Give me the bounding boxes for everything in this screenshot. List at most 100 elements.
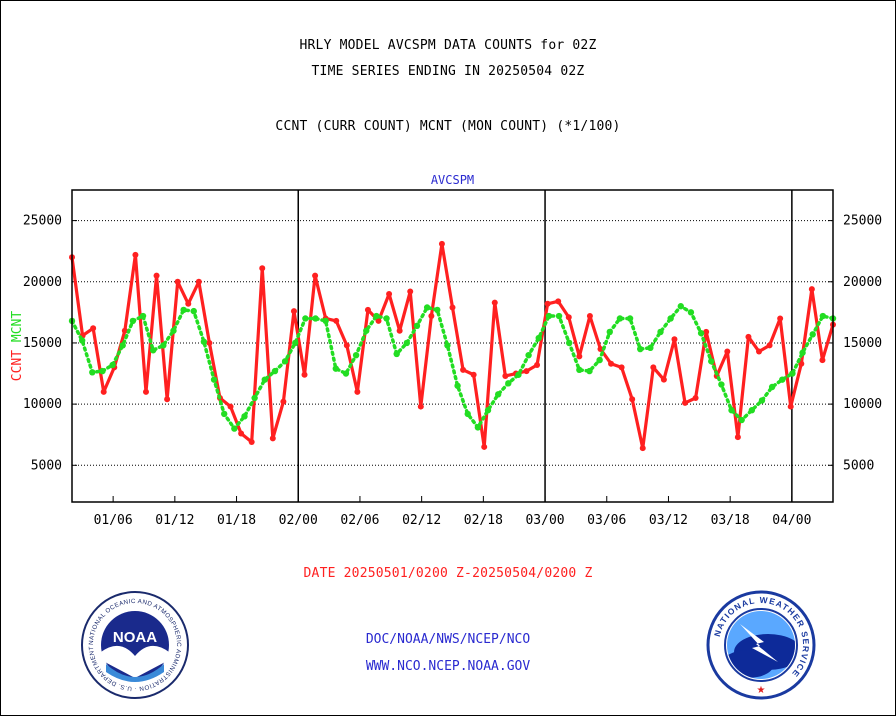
mcnt-point bbox=[78, 337, 86, 344]
svg-text:★: ★ bbox=[757, 685, 766, 696]
mcnt-point bbox=[799, 349, 806, 356]
mcnt-point bbox=[677, 303, 684, 310]
website-url: WWW.NCO.NCEP.NOAA.GOV bbox=[365, 659, 531, 674]
ccnt-point bbox=[333, 317, 340, 324]
ccnt-point bbox=[629, 396, 636, 403]
ccnt-point bbox=[312, 272, 319, 279]
ccnt-point bbox=[724, 348, 731, 355]
noaa-logo-text: NOAA bbox=[113, 629, 157, 646]
mcnt-point bbox=[667, 315, 674, 322]
ccnt-point bbox=[502, 372, 509, 379]
x-tick-label: 02/00 bbox=[279, 513, 318, 528]
ccnt-point bbox=[460, 366, 467, 373]
ccnt-point bbox=[269, 435, 276, 442]
ccnt-point bbox=[491, 299, 498, 306]
mcnt-point bbox=[312, 315, 319, 322]
ccnt-point bbox=[438, 240, 445, 247]
mcnt-point bbox=[221, 410, 228, 418]
mcnt-point bbox=[657, 328, 664, 336]
mcnt-point bbox=[373, 312, 380, 320]
mcnt-point bbox=[494, 391, 502, 398]
mcnt-point bbox=[271, 367, 279, 375]
mcnt-point bbox=[819, 312, 827, 320]
ccnt-point bbox=[290, 308, 297, 315]
ccnt-point bbox=[238, 430, 245, 437]
ccnt-point bbox=[555, 298, 562, 305]
mcnt-point bbox=[637, 345, 644, 353]
ccnt-point bbox=[428, 313, 435, 320]
x-tick-label: 02/06 bbox=[340, 513, 379, 528]
y-label-mcnt: MCNT bbox=[10, 311, 25, 342]
mcnt-point bbox=[423, 304, 431, 311]
x-tick-label: 03/00 bbox=[525, 513, 564, 528]
plot-frame bbox=[71, 189, 834, 503]
mcnt-point bbox=[606, 328, 613, 336]
y-tick-label: 15000 bbox=[843, 336, 882, 351]
ccnt-point bbox=[174, 278, 181, 285]
y-tick-label: 20000 bbox=[23, 275, 62, 290]
ccnt-point bbox=[639, 445, 646, 452]
title-line-1: HRLY MODEL AVCSPM DATA COUNTS for 02Z bbox=[299, 38, 597, 53]
ccnt-point bbox=[534, 361, 541, 368]
mcnt-point bbox=[119, 342, 126, 349]
y-tick-label: 5000 bbox=[31, 458, 62, 473]
mcnt-point bbox=[241, 413, 248, 420]
ccnt-point bbox=[618, 364, 625, 371]
mcnt-point bbox=[190, 307, 197, 315]
ccnt-point bbox=[650, 364, 657, 371]
y-tick-label: 15000 bbox=[23, 336, 62, 351]
x-tick-label: 01/06 bbox=[94, 513, 133, 528]
nws-logo: NATIONAL WEATHER SERVICE ★ bbox=[706, 590, 816, 700]
mcnt-point bbox=[626, 315, 634, 322]
ccnt-point bbox=[259, 265, 266, 272]
ccnt-point bbox=[121, 327, 128, 334]
mcnt-point bbox=[322, 317, 329, 325]
ccnt-point bbox=[481, 443, 488, 450]
ccnt-point bbox=[386, 291, 393, 297]
ccnt-point bbox=[248, 439, 255, 446]
y-tick-label: 20000 bbox=[843, 275, 882, 290]
ccnt-point bbox=[195, 278, 202, 285]
x-tick-label: 03/06 bbox=[587, 513, 626, 528]
ccnt-point bbox=[703, 328, 710, 335]
mcnt-point bbox=[352, 351, 360, 359]
mcnt-point bbox=[251, 394, 258, 402]
ccnt-point bbox=[777, 315, 784, 322]
mcnt-point bbox=[809, 331, 816, 338]
x-tick-label: 01/18 bbox=[217, 513, 256, 528]
mcnt-point bbox=[535, 334, 542, 342]
ccnt-point bbox=[90, 325, 97, 332]
ccnt-point bbox=[354, 388, 361, 395]
title-line-2: TIME SERIES ENDING IN 20250504 02Z bbox=[311, 64, 585, 79]
mcnt-point bbox=[555, 312, 563, 320]
chart-title: AVCSPM bbox=[431, 173, 474, 187]
mcnt-point bbox=[576, 366, 583, 374]
mcnt-point bbox=[444, 342, 451, 349]
ccnt-point bbox=[164, 396, 171, 403]
mcnt-point bbox=[434, 306, 441, 314]
mcnt-point bbox=[261, 376, 268, 383]
ccnt-point bbox=[660, 376, 667, 383]
ccnt-point bbox=[280, 398, 287, 405]
mcnt-point bbox=[616, 315, 624, 322]
mcnt-point bbox=[748, 407, 756, 414]
mcnt-point bbox=[728, 407, 735, 414]
mcnt-point bbox=[149, 347, 157, 354]
ccnt-point bbox=[100, 388, 107, 395]
mcnt-point bbox=[109, 361, 116, 369]
date-range-label: DATE 20250501/0200 Z-20250504/0200 Z bbox=[303, 566, 593, 581]
ccnt-point bbox=[375, 317, 382, 324]
ccnt-line bbox=[70, 242, 835, 450]
org-line: DOC/NOAA/NWS/NCEP/NCO bbox=[365, 632, 531, 647]
y-tick-label: 10000 bbox=[23, 397, 62, 412]
mcnt-point bbox=[393, 350, 400, 358]
mcnt-point bbox=[281, 358, 289, 365]
ccnt-point bbox=[301, 371, 308, 378]
y-label-ccnt: CCNT bbox=[10, 342, 25, 381]
mcnt-point bbox=[525, 351, 532, 359]
mcnt-point bbox=[647, 344, 654, 352]
mcnt-point bbox=[596, 356, 603, 364]
x-tick-label: 02/18 bbox=[464, 513, 503, 528]
ccnt-point bbox=[227, 403, 234, 410]
